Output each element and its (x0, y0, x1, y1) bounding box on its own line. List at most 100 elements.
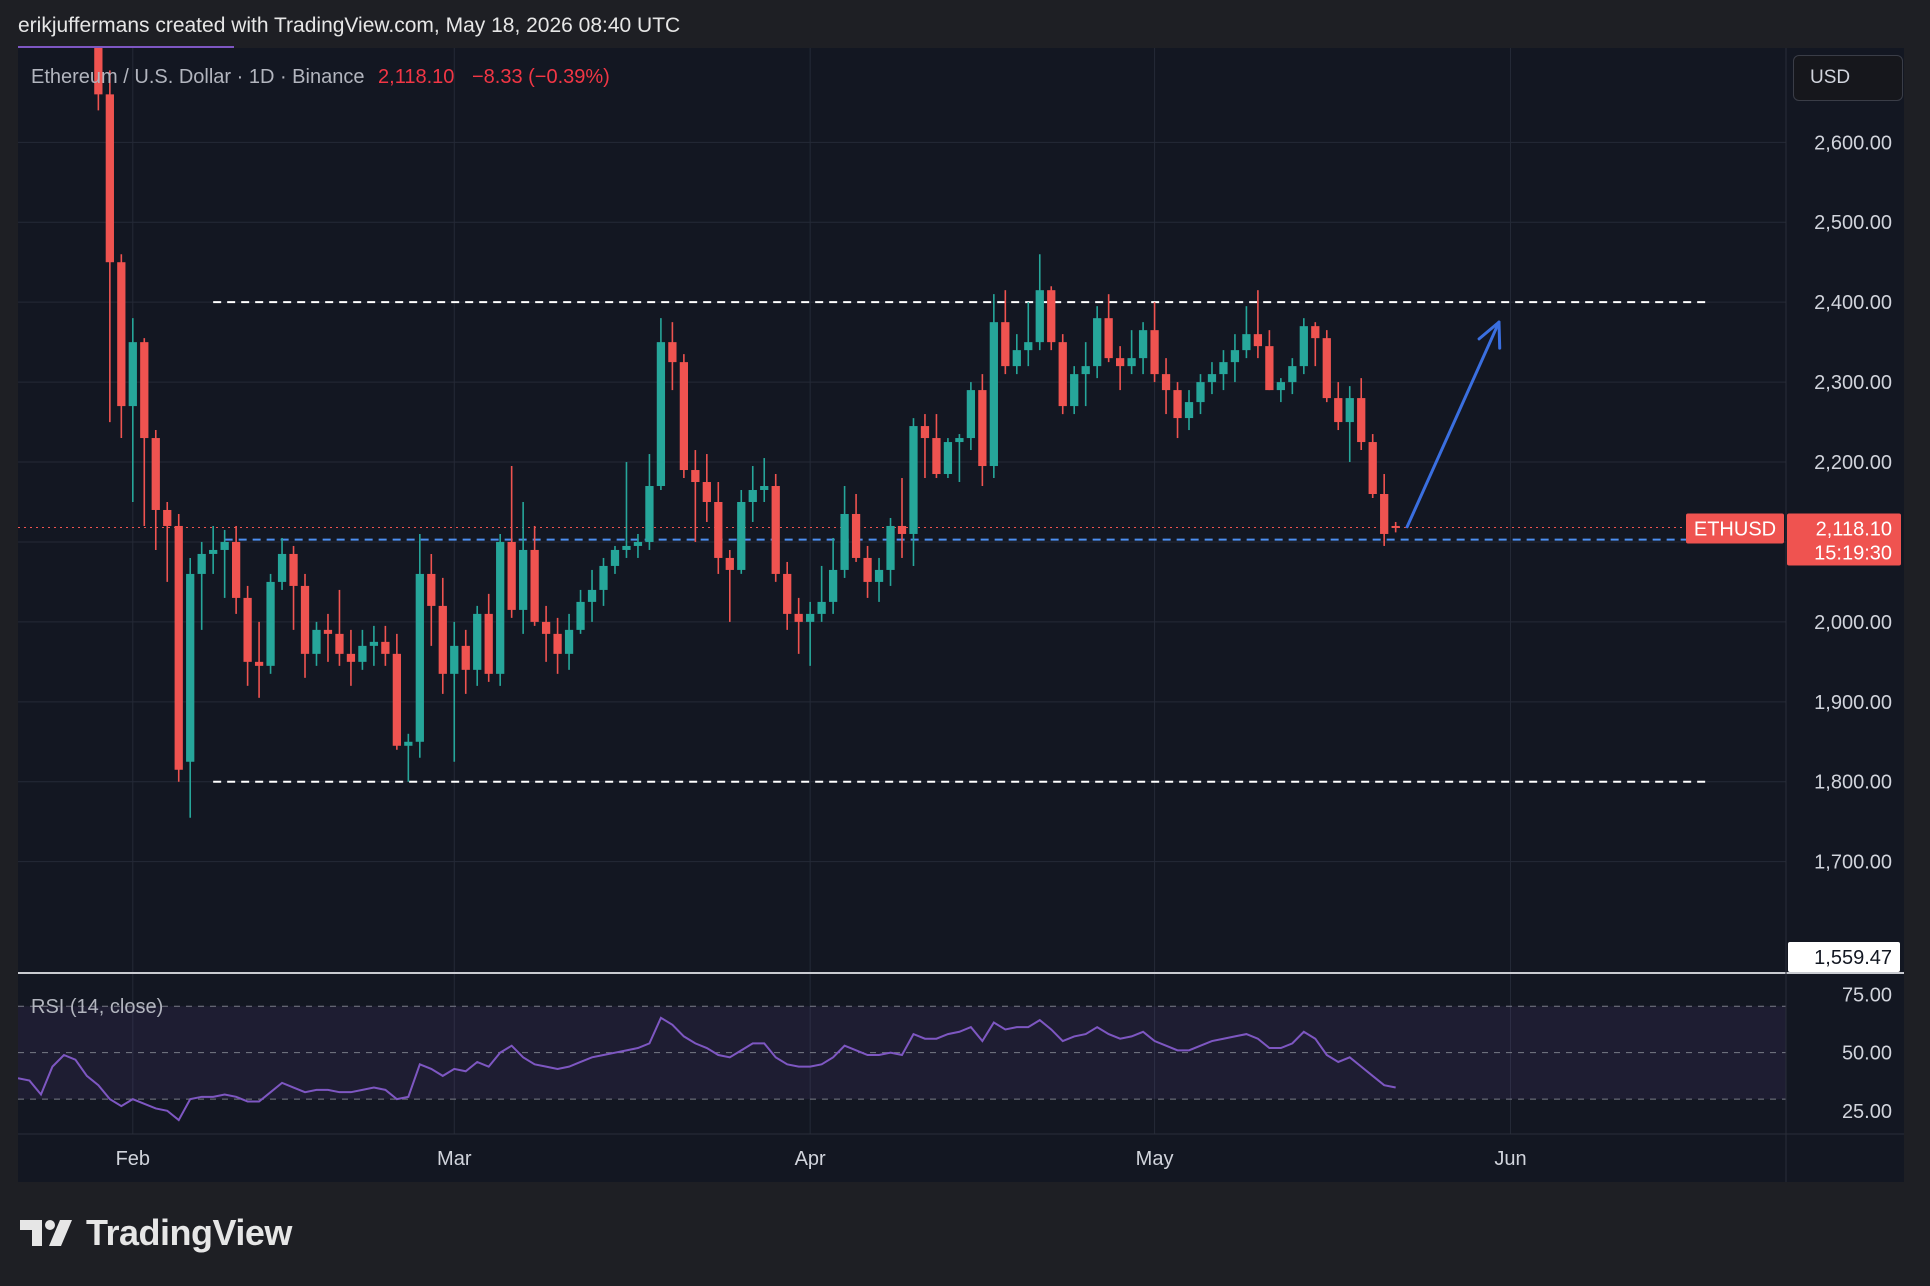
candle-body (1265, 346, 1274, 391)
candle (1058, 334, 1067, 415)
candle (1115, 346, 1125, 391)
candle (243, 585, 252, 686)
horizontal-levels (213, 301, 1706, 783)
candle (128, 318, 137, 502)
candle-body (1219, 362, 1228, 375)
candle (599, 557, 608, 606)
candle (1150, 302, 1159, 383)
candle-body (576, 601, 585, 630)
tradingview-mark-icon (20, 1220, 72, 1246)
candle-body (507, 541, 516, 610)
tradingview-logo[interactable]: TradingView (20, 1212, 292, 1254)
scale-badge: 1,559.47 (1788, 942, 1900, 972)
candle (1104, 294, 1113, 363)
candle-body (220, 541, 229, 550)
candle (151, 430, 160, 550)
candle-body (496, 541, 505, 674)
candle-body (94, 48, 103, 95)
currency-button[interactable]: USD (1793, 55, 1903, 101)
candle (473, 605, 482, 686)
candle-body (966, 390, 976, 439)
candle (978, 374, 987, 487)
candle (220, 529, 229, 598)
candle (656, 318, 666, 491)
candle-body (186, 573, 195, 762)
candle-body (599, 565, 608, 590)
candle-body (737, 501, 746, 570)
candle (1070, 366, 1079, 415)
candle (1207, 362, 1217, 395)
candle-body (209, 549, 218, 554)
price-tick-label: 2,000.00 (1814, 612, 1892, 634)
candle (254, 621, 264, 698)
candle (427, 553, 436, 646)
candle-body (955, 438, 964, 443)
candle-body (358, 645, 367, 662)
candles (94, 48, 1400, 818)
candle (702, 454, 711, 522)
candle-body (1070, 374, 1079, 407)
candle-body (1380, 494, 1389, 534)
candle (633, 533, 643, 558)
symbol-badge-label: ETHUSD (1694, 518, 1776, 540)
candle (1380, 474, 1389, 546)
candle-body (1184, 402, 1194, 419)
symbol-badge-box (1686, 513, 1784, 544)
candle (231, 525, 241, 614)
candle-body (151, 438, 160, 510)
candle-body (392, 653, 401, 746)
candle-body (1196, 382, 1205, 403)
candle (737, 490, 746, 574)
candle (346, 629, 356, 686)
rsi-line (18, 1016, 1396, 1122)
candle (163, 501, 172, 582)
candle-body (1115, 358, 1125, 367)
candle-body (909, 426, 918, 534)
candle-body (553, 633, 562, 654)
candle-body (1035, 290, 1044, 343)
currency-label: USD (1810, 67, 1851, 88)
candle (450, 621, 459, 762)
candle-body (932, 438, 941, 475)
candle (725, 549, 734, 622)
candle-body (1391, 525, 1400, 528)
candle (404, 733, 413, 782)
candle-body (381, 641, 390, 654)
price-chart[interactable]: 2,600.00 2,500.00 2,400.00 2,300.00 2,200.00… (18, 48, 1904, 1182)
candle-body (197, 553, 206, 574)
candle-body (346, 653, 356, 662)
candle-body (920, 426, 930, 439)
candle-body (1299, 326, 1308, 367)
candle (1196, 374, 1205, 415)
candle-body (725, 557, 734, 570)
time-tick-label: Jun (1494, 1148, 1526, 1170)
candle-body (1345, 398, 1354, 423)
candle-body (1001, 322, 1010, 367)
candle-body (1161, 374, 1171, 391)
candle (415, 533, 424, 758)
candle-body (163, 509, 172, 526)
candle-body (1127, 358, 1136, 367)
candle (783, 561, 792, 630)
candle-body (645, 486, 654, 542)
candle (1161, 358, 1171, 415)
candle (1138, 322, 1148, 375)
candle-body (1081, 366, 1090, 375)
price-tick-label: 1,800.00 (1814, 772, 1892, 794)
candle-body (404, 741, 413, 746)
chart-area[interactable]: 2,600.00 2,500.00 2,400.00 2,300.00 2,200.00… (18, 48, 1904, 1182)
candle-body (266, 581, 275, 666)
candle (186, 557, 195, 818)
candle (323, 613, 333, 662)
time-axis: Feb Mar Apr May Jun (116, 1148, 1527, 1170)
arrow-head (1477, 320, 1501, 341)
candle-body (794, 613, 803, 622)
candle (530, 525, 539, 626)
candle (576, 589, 585, 634)
candle-body (484, 613, 493, 674)
candle (760, 458, 769, 502)
candle-body (105, 94, 114, 263)
candle-body (541, 621, 551, 634)
candle (909, 418, 918, 566)
candle-body (702, 482, 711, 502)
